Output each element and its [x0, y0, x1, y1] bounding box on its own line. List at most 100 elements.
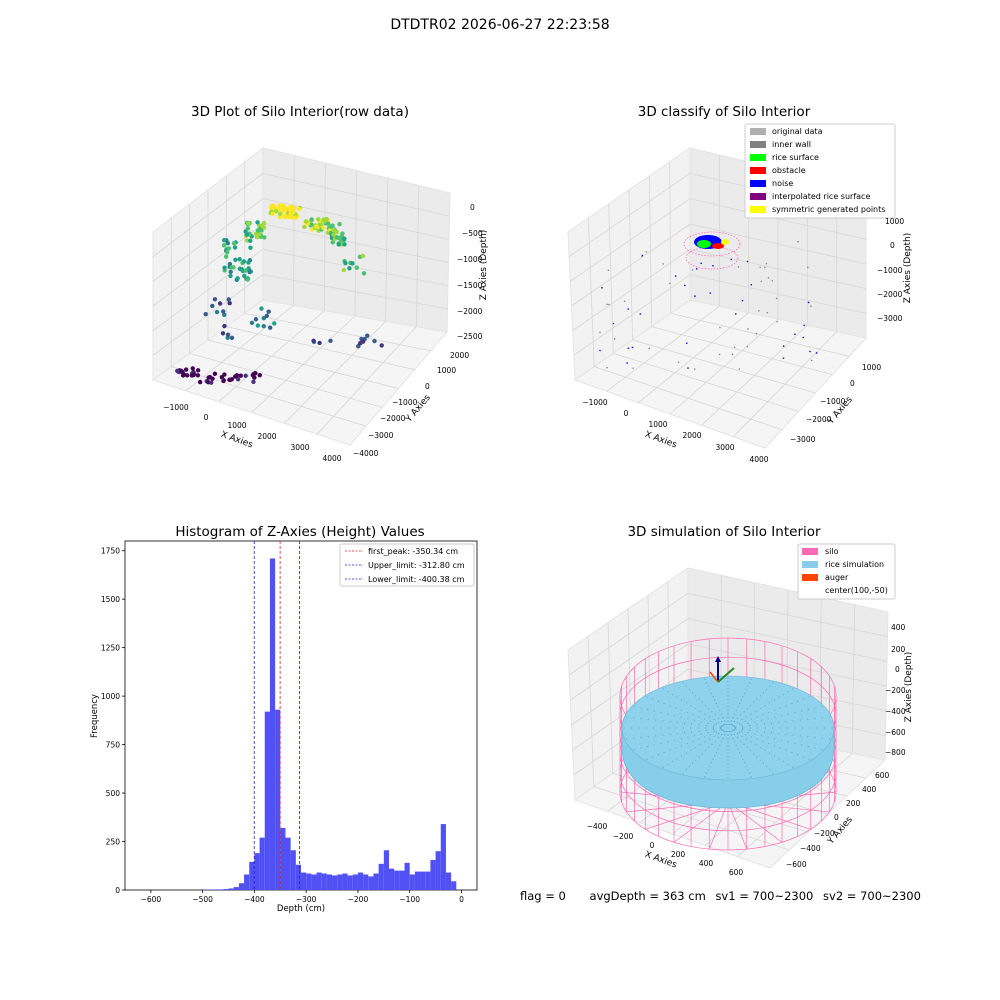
raw-x-tick: 0: [204, 413, 209, 422]
rice-mesh-point: [807, 745, 809, 748]
rice-mesh-point: [766, 688, 768, 690]
rice-mesh-point: [686, 742, 688, 745]
raw-point: [210, 303, 215, 309]
pane-gridline: [152, 173, 264, 257]
classify-y-tick: −1000: [820, 397, 846, 406]
simulation-x-ticks: −400 −200 0 200 400 600: [587, 822, 744, 877]
raw-point: [234, 373, 240, 378]
raw-z-tick: −2000: [457, 307, 483, 316]
rice-simulation-surface: [621, 675, 835, 809]
raw-point: [217, 301, 223, 306]
raw-point: [347, 266, 352, 271]
classify-point: [623, 300, 626, 303]
classify-point: [767, 277, 770, 279]
raw-point: [334, 229, 339, 235]
pane-gridline: [687, 618, 888, 662]
raw-point: [284, 206, 289, 211]
rice-mesh-point: [809, 727, 811, 729]
rice-mesh-point: [682, 727, 685, 729]
histogram-y-tick-label: 500: [106, 789, 121, 798]
classify-z-tick: 0: [890, 241, 895, 250]
rice-mesh-point: [740, 714, 742, 716]
rice-mesh-point: [762, 762, 765, 764]
simulation-y-tick: 400: [862, 785, 877, 794]
histogram-x-label: Depth (cm): [277, 904, 325, 914]
rice-mesh-point: [695, 695, 697, 697]
raw-gridlines: [152, 155, 450, 435]
rice-mesh-point: [743, 692, 746, 694]
simulation-legend: silo rice simulation auger center(100,-5…: [797, 543, 896, 600]
classify-point: [709, 292, 712, 294]
rice-mesh-point: [693, 735, 696, 737]
classify-point: [627, 347, 630, 350]
rice-mesh-point: [756, 738, 758, 740]
raw-point-cloud: [175, 203, 384, 385]
raw-point: [309, 222, 314, 227]
classify-point: [803, 324, 805, 327]
raw-point: [226, 297, 231, 302]
raw-point: [249, 320, 255, 326]
raw-point: [270, 211, 275, 217]
raw-point: [251, 379, 256, 385]
rice-mesh-point: [785, 749, 787, 751]
raw-point: [330, 240, 336, 245]
rice-mesh-point: [653, 727, 655, 729]
raw-point: [341, 267, 347, 273]
raw-point: [195, 373, 201, 378]
classify-point: [669, 282, 671, 285]
rice-mesh-point: [727, 713, 729, 715]
histogram-bar: [244, 874, 250, 890]
classify-point: [760, 280, 763, 283]
pane-gridline: [262, 172, 450, 217]
rice-mesh-point: [762, 740, 764, 742]
raw-point: [248, 245, 253, 250]
rice-mesh-point: [780, 715, 783, 717]
rice-mesh-point: [727, 763, 729, 765]
rice-mesh-point: [683, 732, 686, 734]
rice-mesh-point: [769, 685, 771, 687]
rice-mesh-point: [662, 688, 664, 690]
classify-3d-plot: 3D classify of Silo Interior original da…: [567, 104, 913, 464]
rice-mesh-point: [767, 718, 769, 720]
rice-mesh-point: [705, 727, 707, 729]
rice-mesh-point: [724, 734, 726, 736]
raw-x-label: X Axies: [219, 430, 254, 451]
classify-point: [686, 342, 688, 344]
rice-mesh-point: [730, 724, 732, 726]
raw-point: [209, 380, 214, 385]
classify-x-tick: 3000: [715, 443, 734, 452]
rice-mesh-point: [662, 734, 664, 736]
rice-mesh-point: [769, 769, 771, 771]
classify-z-tick: −1000: [877, 266, 903, 275]
histogram-bar: [363, 874, 369, 890]
rice-mesh-point: [727, 677, 729, 679]
rice-mesh-point: [701, 701, 703, 703]
pane-gridline: [687, 592, 888, 638]
rice-mesh-point: [779, 707, 781, 709]
rice-mesh-point: [712, 696, 714, 698]
rice-mesh-point: [707, 769, 709, 771]
auger-marker: [709, 671, 719, 683]
rice-mesh-point: [646, 696, 648, 698]
legend-auger: auger: [825, 573, 849, 582]
histogram-bar: [301, 872, 307, 890]
simulation-y-tick: 0: [834, 813, 839, 822]
rice-mesh-point: [694, 746, 697, 749]
classify-symmetric-cluster: [721, 239, 729, 245]
histogram-bar: [425, 871, 431, 890]
histogram-bar: [342, 873, 348, 890]
simulation-z-tick: 0: [895, 665, 900, 674]
rice-mesh-point: [737, 737, 739, 739]
histogram-bar: [430, 859, 436, 890]
rice-mesh-point: [732, 724, 734, 726]
rice-mesh-point: [680, 745, 683, 747]
raw-point: [222, 323, 227, 329]
rice-mesh-point: [727, 684, 729, 686]
rice-mesh-point: [693, 719, 696, 721]
raw-x-tick: 2000: [257, 432, 276, 441]
rice-mesh-point: [736, 721, 738, 724]
rice-mesh-point: [734, 713, 736, 715]
rice-mesh-point: [647, 736, 649, 738]
rice-mesh-point: [713, 719, 715, 721]
rice-mesh-point: [772, 682, 774, 684]
